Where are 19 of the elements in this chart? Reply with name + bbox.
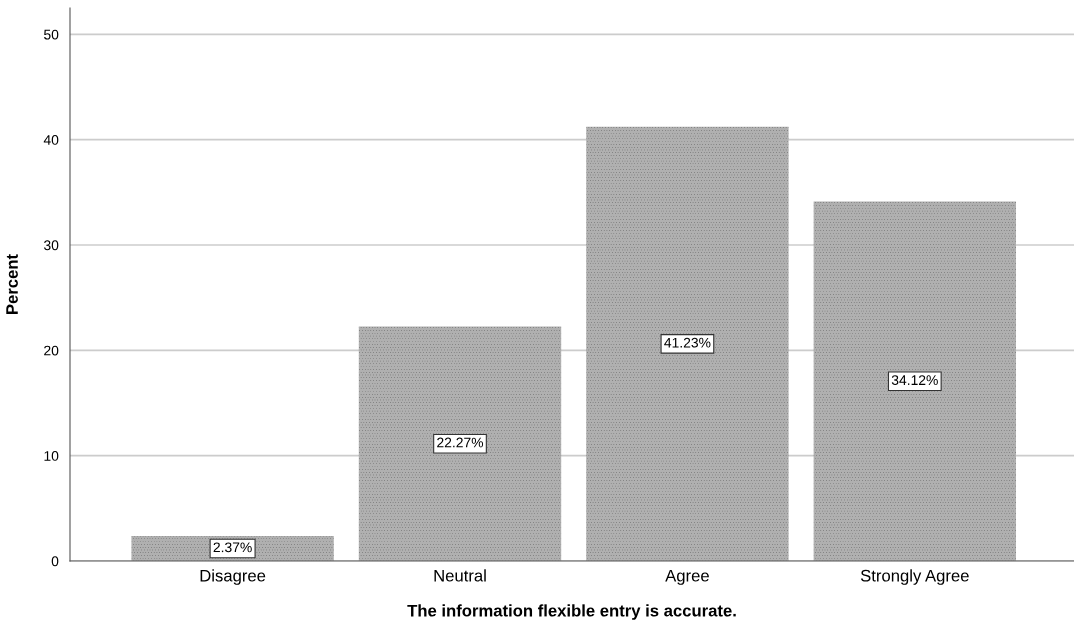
data-label: 22.27% <box>437 437 484 448</box>
y-tick-label: 20 <box>44 345 59 356</box>
bar <box>358 326 562 561</box>
data-label: 41.23% <box>664 337 711 348</box>
x-tick-label: Agree <box>665 569 709 585</box>
x-tick-label: Neutral <box>434 569 486 582</box>
x-tick-label: Strongly Agree <box>860 569 969 585</box>
y-tick-label: 50 <box>44 29 59 40</box>
bar <box>586 126 789 561</box>
y-tick-label: 10 <box>44 451 59 461</box>
bar <box>813 201 1017 561</box>
y-axis-title: Percent <box>6 254 18 314</box>
x-axis-title: The information flexible entry is accurate. <box>407 604 736 620</box>
y-tick-label: 0 <box>51 556 59 567</box>
data-label: 2.37% <box>213 542 252 553</box>
data-label: 34.12% <box>891 375 938 386</box>
y-tick-label: 40 <box>43 135 59 145</box>
y-tick-label: 30 <box>43 240 59 251</box>
x-tick-label: Disagree <box>200 569 266 585</box>
